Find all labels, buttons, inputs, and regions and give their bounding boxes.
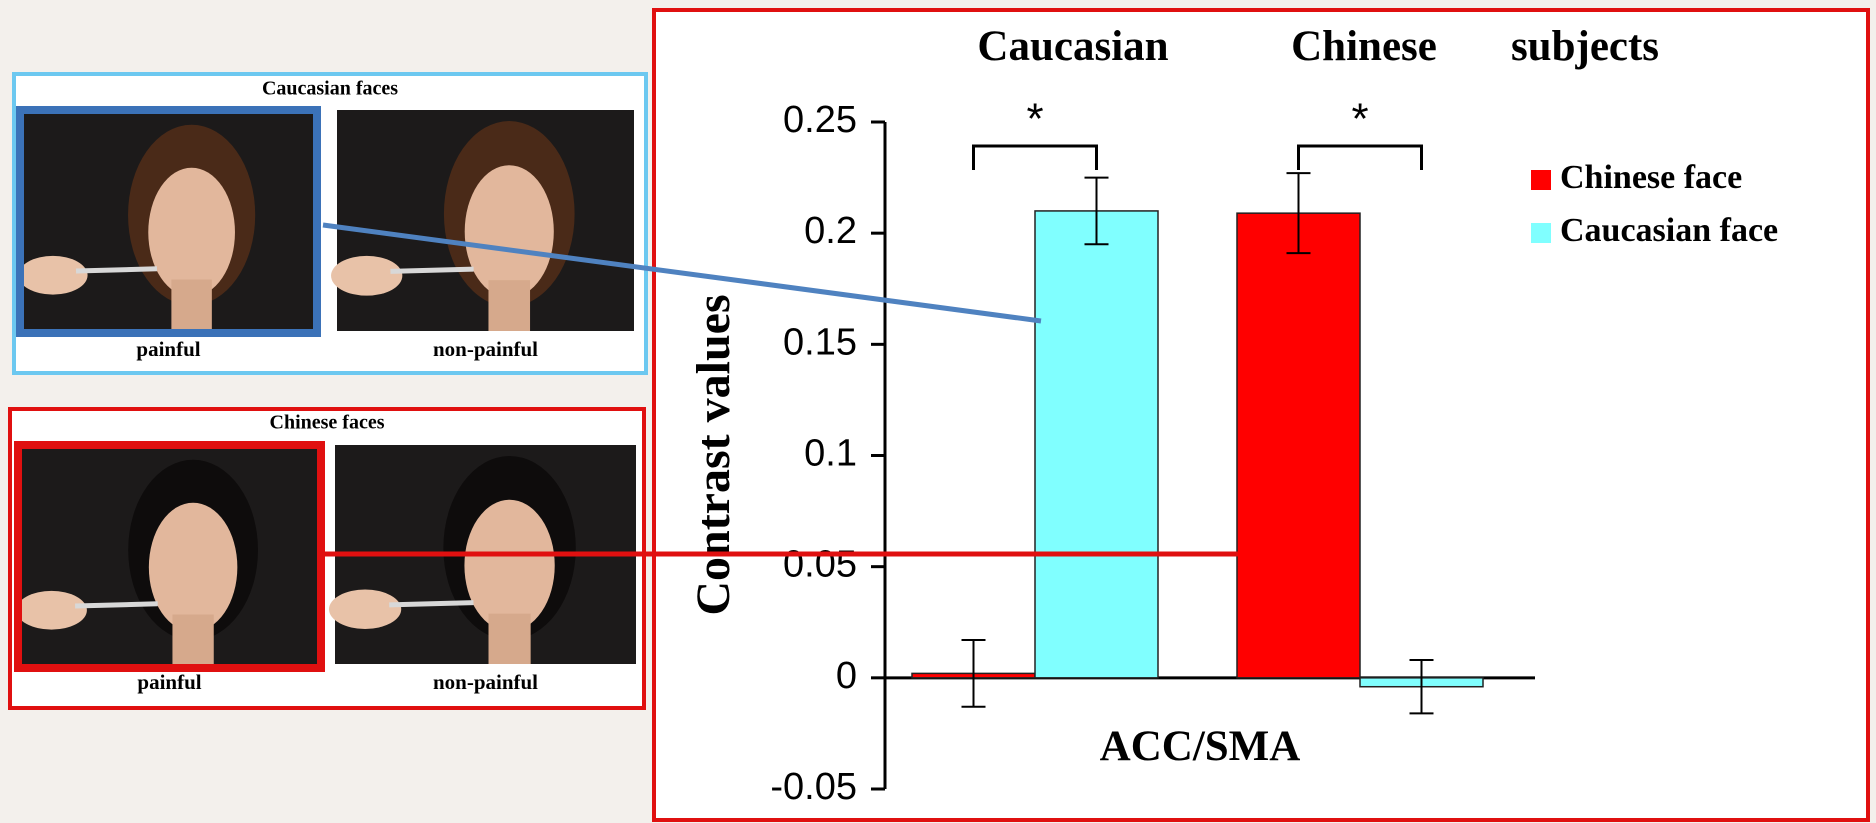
y-tick-label: 0.05 xyxy=(783,544,857,586)
y-tick-label: 0.2 xyxy=(804,210,857,252)
legend-label: Caucasian face xyxy=(1560,212,1778,249)
chart: -0.05 0 0.05 0.1 0.15 0.2 0.25 Caucasian * Chines… xyxy=(687,23,1778,808)
significance-marker: * xyxy=(1351,95,1368,144)
y-tick-label: 0 xyxy=(836,655,857,697)
panel-title: Chinese faces xyxy=(270,412,385,434)
photo-neck xyxy=(488,613,531,664)
bar xyxy=(1034,210,1159,679)
category-suffix: subjects xyxy=(1511,23,1659,70)
significance-bracket xyxy=(972,144,1098,170)
photo-face xyxy=(148,167,235,297)
photo-hand xyxy=(331,255,403,296)
y-axis-label: Contrast values xyxy=(687,294,740,615)
panel-title: Caucasian faces xyxy=(262,78,398,100)
image-label: painful xyxy=(136,337,200,361)
significance-marker: * xyxy=(1026,95,1043,144)
stimuli: Caucasian faces painful non-painful Chinese… xyxy=(8,72,648,710)
photo-neck xyxy=(172,614,214,664)
photo-hand xyxy=(16,590,87,630)
photo-neck xyxy=(488,280,531,331)
photo-needle xyxy=(75,266,158,274)
category-label: Chinese xyxy=(1291,23,1437,70)
photo-needle xyxy=(390,266,474,274)
y-tick-label: 0.1 xyxy=(804,433,857,475)
y-tick-label: 0.25 xyxy=(783,99,857,141)
photo-hand xyxy=(18,255,88,295)
legend-swatch xyxy=(1531,223,1551,243)
x-axis-label: ACC/SMA xyxy=(1100,723,1301,770)
highlight-frame xyxy=(16,106,321,337)
y-tick-label: -0.05 xyxy=(770,766,857,808)
legend-label: Chinese face xyxy=(1560,159,1742,196)
error-bar xyxy=(1084,176,1109,246)
image-label: painful xyxy=(137,670,201,694)
photo-neck xyxy=(171,279,212,329)
bar xyxy=(1236,212,1361,679)
image-label: non-painful xyxy=(433,337,538,361)
connector xyxy=(322,222,1042,324)
category-label: Caucasian xyxy=(977,23,1168,70)
photo-needle xyxy=(75,601,158,609)
photo-face xyxy=(464,499,555,632)
error-bar xyxy=(961,639,986,708)
y-tick-label: 0.15 xyxy=(783,321,857,363)
highlight-frame xyxy=(14,441,325,672)
photo-face xyxy=(464,165,554,298)
legend-swatch xyxy=(1531,170,1551,190)
error-bar xyxy=(1409,659,1434,715)
photo-face xyxy=(148,502,238,632)
error-bar xyxy=(1286,172,1311,255)
photo-hand xyxy=(328,589,402,629)
significance-bracket xyxy=(1297,144,1423,170)
photo-needle xyxy=(389,600,474,608)
image-label: non-painful xyxy=(433,670,538,694)
